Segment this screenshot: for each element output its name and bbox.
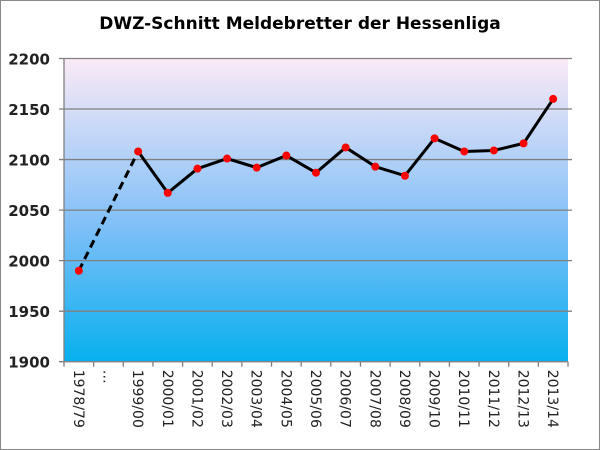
x-tick-label: 1978/79: [70, 370, 86, 428]
x-tick-label: …: [99, 370, 115, 384]
x-tick-label: 2005/06: [307, 370, 323, 428]
data-point: [400, 171, 409, 180]
y-tick-label: 2050: [8, 202, 50, 220]
x-tick-label: 2011/12: [485, 370, 501, 428]
x-tick-label: 2001/02: [188, 370, 204, 428]
data-point: [341, 143, 350, 152]
data-point: [430, 134, 439, 143]
x-tick-label: 2002/03: [218, 370, 234, 428]
data-point: [163, 188, 172, 197]
x-tick-label: 2007/08: [366, 370, 382, 428]
data-point: [134, 147, 143, 156]
y-tick-label: 2000: [8, 253, 50, 271]
data-point: [519, 139, 528, 148]
data-point: [489, 146, 498, 155]
x-tick-label: 2006/07: [337, 370, 353, 428]
x-tick-label: 2004/05: [277, 370, 293, 428]
data-point: [312, 168, 320, 177]
data-point: [74, 266, 83, 275]
data-point: [549, 94, 558, 103]
data-point: [460, 147, 469, 156]
y-tick-label: 1900: [8, 354, 50, 372]
data-point: [223, 154, 232, 163]
y-tick-label: 2100: [8, 152, 50, 170]
x-tick-label: 2010/11: [455, 370, 471, 428]
x-tick-label: 2009/10: [426, 370, 442, 428]
data-point: [252, 163, 261, 172]
y-tick-label: 1950: [8, 303, 50, 321]
x-tick-label: 2000/01: [159, 370, 175, 428]
data-point: [371, 162, 380, 171]
x-tick-label: 2013/14: [544, 370, 560, 428]
x-tick-label: 2012/13: [515, 370, 531, 428]
data-point: [193, 164, 202, 173]
x-tick-label: 1999/00: [129, 370, 145, 428]
x-tick-label: 2008/09: [396, 370, 412, 428]
y-tick-label: 2150: [8, 101, 50, 119]
data-point: [282, 151, 291, 160]
chart-title: DWZ-Schnitt Meldebretter der Hessenliga: [99, 14, 501, 34]
series-gap-segment: [77, 150, 140, 272]
y-tick-label: 2200: [8, 51, 50, 69]
x-tick-label: 2003/04: [248, 370, 264, 428]
